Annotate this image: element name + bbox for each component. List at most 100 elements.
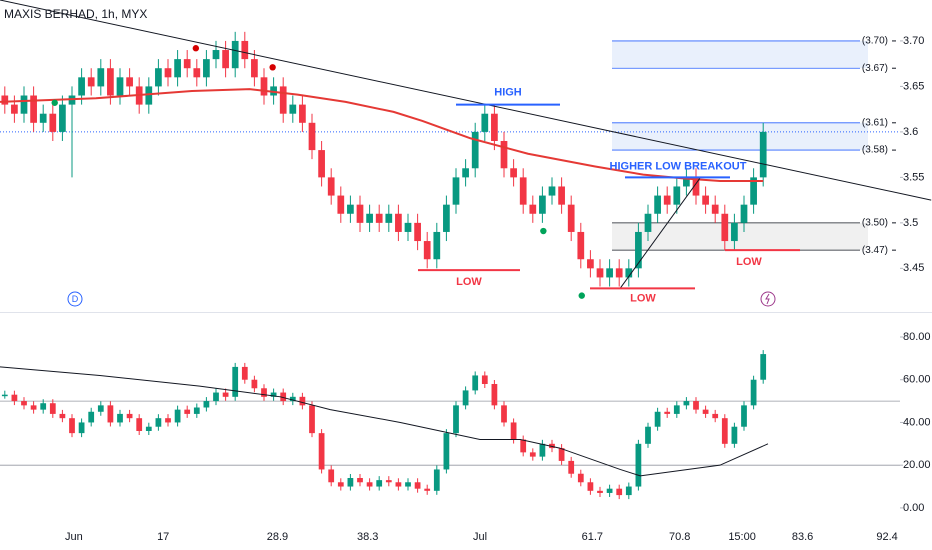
candle-body [59, 104, 66, 132]
osc-bar [568, 460, 575, 474]
osc-bar [529, 452, 536, 457]
osc-bar [261, 388, 267, 397]
annotation-label: HIGH [494, 87, 522, 99]
osc-bar [587, 482, 594, 491]
candle-body [567, 204, 575, 232]
candle-body [193, 68, 201, 78]
candle-body [414, 222, 421, 242]
osc-bar [318, 433, 325, 470]
candle-body [471, 131, 479, 169]
signal-dot [578, 292, 585, 299]
osc-bar [606, 488, 613, 493]
osc-tick-label: 20.00 [903, 459, 931, 471]
candle-body [740, 204, 748, 223]
level-label: (3.47) [862, 245, 888, 256]
osc-bar [97, 405, 104, 412]
osc-bar [251, 379, 258, 389]
candle-body [577, 231, 585, 260]
candle-body [539, 195, 546, 214]
osc-bar [635, 443, 642, 487]
osc-bar [625, 486, 632, 496]
osc-bar [501, 405, 507, 423]
osc-bar [309, 405, 315, 434]
level-zone [612, 40, 868, 69]
osc-bar [462, 390, 469, 406]
x-tick-label: 92.4 [876, 531, 897, 543]
candle-body [78, 77, 85, 96]
candle-body [731, 222, 738, 242]
annotation-label: LOW [630, 292, 656, 304]
candle-body [500, 140, 508, 169]
y-tick-label: 3.70 [903, 35, 924, 47]
candle-body [327, 177, 335, 196]
candle-body [241, 40, 249, 60]
candle-body [231, 40, 239, 69]
osc-bar [760, 354, 767, 380]
osc-bar [673, 405, 680, 414]
osc-bar [741, 405, 747, 427]
y-tick-label: 3.45 [903, 262, 924, 274]
osc-bar [213, 392, 219, 402]
level-label: (3.50) [862, 217, 888, 228]
x-tick-label: 83.6 [792, 531, 813, 543]
candle-body [615, 268, 623, 278]
osc-tick-label: 0.00 [903, 502, 924, 514]
osc-bar [433, 469, 440, 491]
candle-body [692, 177, 700, 196]
candle-body [366, 213, 373, 223]
level-label: (3.67) [862, 63, 888, 74]
level-zone [612, 122, 868, 151]
osc-tick-label: 60.00 [903, 374, 931, 386]
osc-bar [136, 418, 143, 431]
osc-signal [0, 366, 769, 477]
osc-bar [184, 409, 191, 414]
x-tick-label: 38.3 [357, 531, 378, 543]
candle-body [558, 186, 565, 205]
candle-body [308, 122, 316, 151]
candle-body [39, 113, 47, 123]
osc-bar [347, 477, 354, 487]
y-tick-label: 3.5 [903, 217, 918, 229]
osc-bar [222, 392, 229, 397]
osc-bar [155, 418, 162, 427]
candle-body [702, 195, 709, 205]
annotation-label: HIGHER LOW BREAKOUT [610, 160, 747, 172]
candle-body [462, 168, 469, 178]
candle-body [519, 177, 527, 205]
osc-bar [654, 411, 661, 427]
d-icon: D [67, 291, 83, 307]
candle-body [299, 104, 306, 123]
osc-bar [481, 375, 488, 384]
osc-bar [1, 394, 8, 397]
osc-bar [289, 396, 296, 402]
candle-body [606, 268, 613, 278]
candle-body [587, 259, 594, 269]
candle-body [356, 204, 364, 223]
osc-tick-label: 40.00 [903, 416, 931, 428]
osc-bar [664, 411, 671, 414]
candle-body [644, 213, 652, 232]
osc-bar [40, 403, 47, 410]
osc-bar [395, 482, 402, 487]
signal-dot [269, 64, 276, 71]
osc-bar [539, 443, 546, 457]
osc-bar [69, 418, 75, 434]
osc-tick-label: 80.00 [903, 331, 931, 343]
candle-body [395, 213, 402, 232]
osc-bar [443, 433, 450, 470]
x-tick-label: 28.9 [267, 531, 288, 543]
osc-bar [366, 482, 373, 487]
candle-body [97, 68, 105, 87]
osc-bar [702, 409, 709, 414]
candle-body [347, 204, 354, 214]
candle-body [654, 195, 661, 214]
svg-text:D: D [72, 294, 79, 304]
candle-body [443, 204, 450, 232]
signal-dot [540, 227, 547, 235]
osc-bar [376, 480, 383, 487]
osc-bar [328, 469, 335, 483]
candle-body [260, 77, 268, 96]
osc-bar [78, 422, 85, 434]
osc-bar [21, 401, 27, 406]
